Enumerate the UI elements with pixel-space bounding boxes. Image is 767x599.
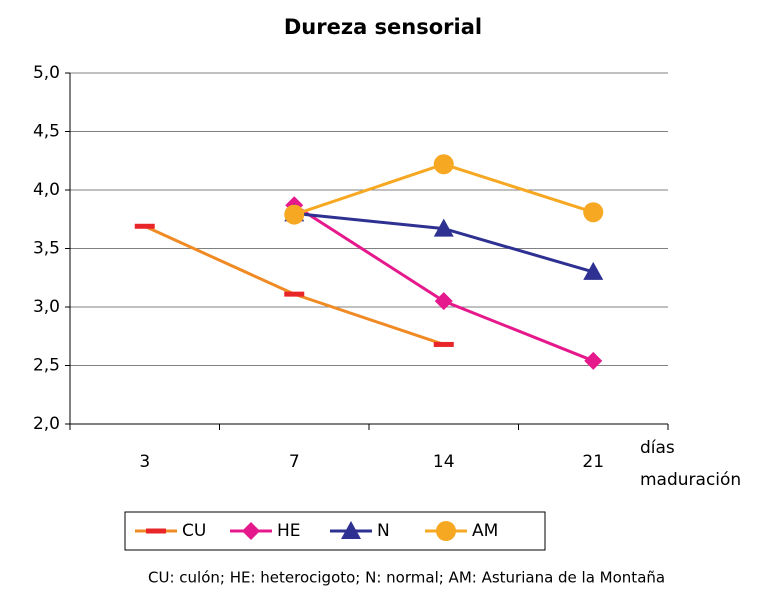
marker	[583, 202, 604, 223]
marker	[284, 291, 305, 297]
x-axis-label: días	[640, 438, 675, 458]
y-tick-label: 4,0	[33, 180, 60, 200]
y-tick-label: 3,5	[33, 239, 60, 259]
marker	[583, 261, 604, 280]
x-tick-label: 7	[289, 452, 300, 472]
legend-label: HE	[277, 521, 301, 541]
legend-marker	[242, 522, 260, 540]
legend-marker	[146, 528, 166, 534]
series-line	[144, 224, 445, 346]
legend-label: CU	[182, 521, 206, 541]
y-tick-label: 3,0	[33, 297, 60, 317]
marker	[433, 154, 454, 175]
marker	[134, 223, 155, 229]
marker	[433, 218, 454, 237]
legend-marker	[341, 521, 361, 539]
legend-marker	[436, 521, 456, 541]
marker	[434, 292, 453, 311]
x-tick-label: 3	[139, 452, 150, 472]
x-tick-label: 21	[582, 452, 604, 472]
marker	[584, 351, 603, 370]
x-tick-label: 14	[433, 452, 455, 472]
chart-title: Dureza sensorial	[284, 15, 482, 39]
legend-label: N	[377, 521, 390, 541]
legend-label: AM	[472, 521, 498, 541]
marker	[433, 341, 454, 347]
x-axis-label: maduración	[640, 470, 741, 490]
y-tick-label: 5,0	[33, 63, 60, 83]
footnote: CU: culón; HE: heterocigoto; N: normal; …	[148, 569, 665, 587]
marker	[284, 204, 305, 225]
y-tick-label: 2,0	[33, 414, 60, 434]
y-tick-label: 2,5	[33, 356, 60, 376]
y-tick-label: 4,5	[33, 122, 60, 142]
